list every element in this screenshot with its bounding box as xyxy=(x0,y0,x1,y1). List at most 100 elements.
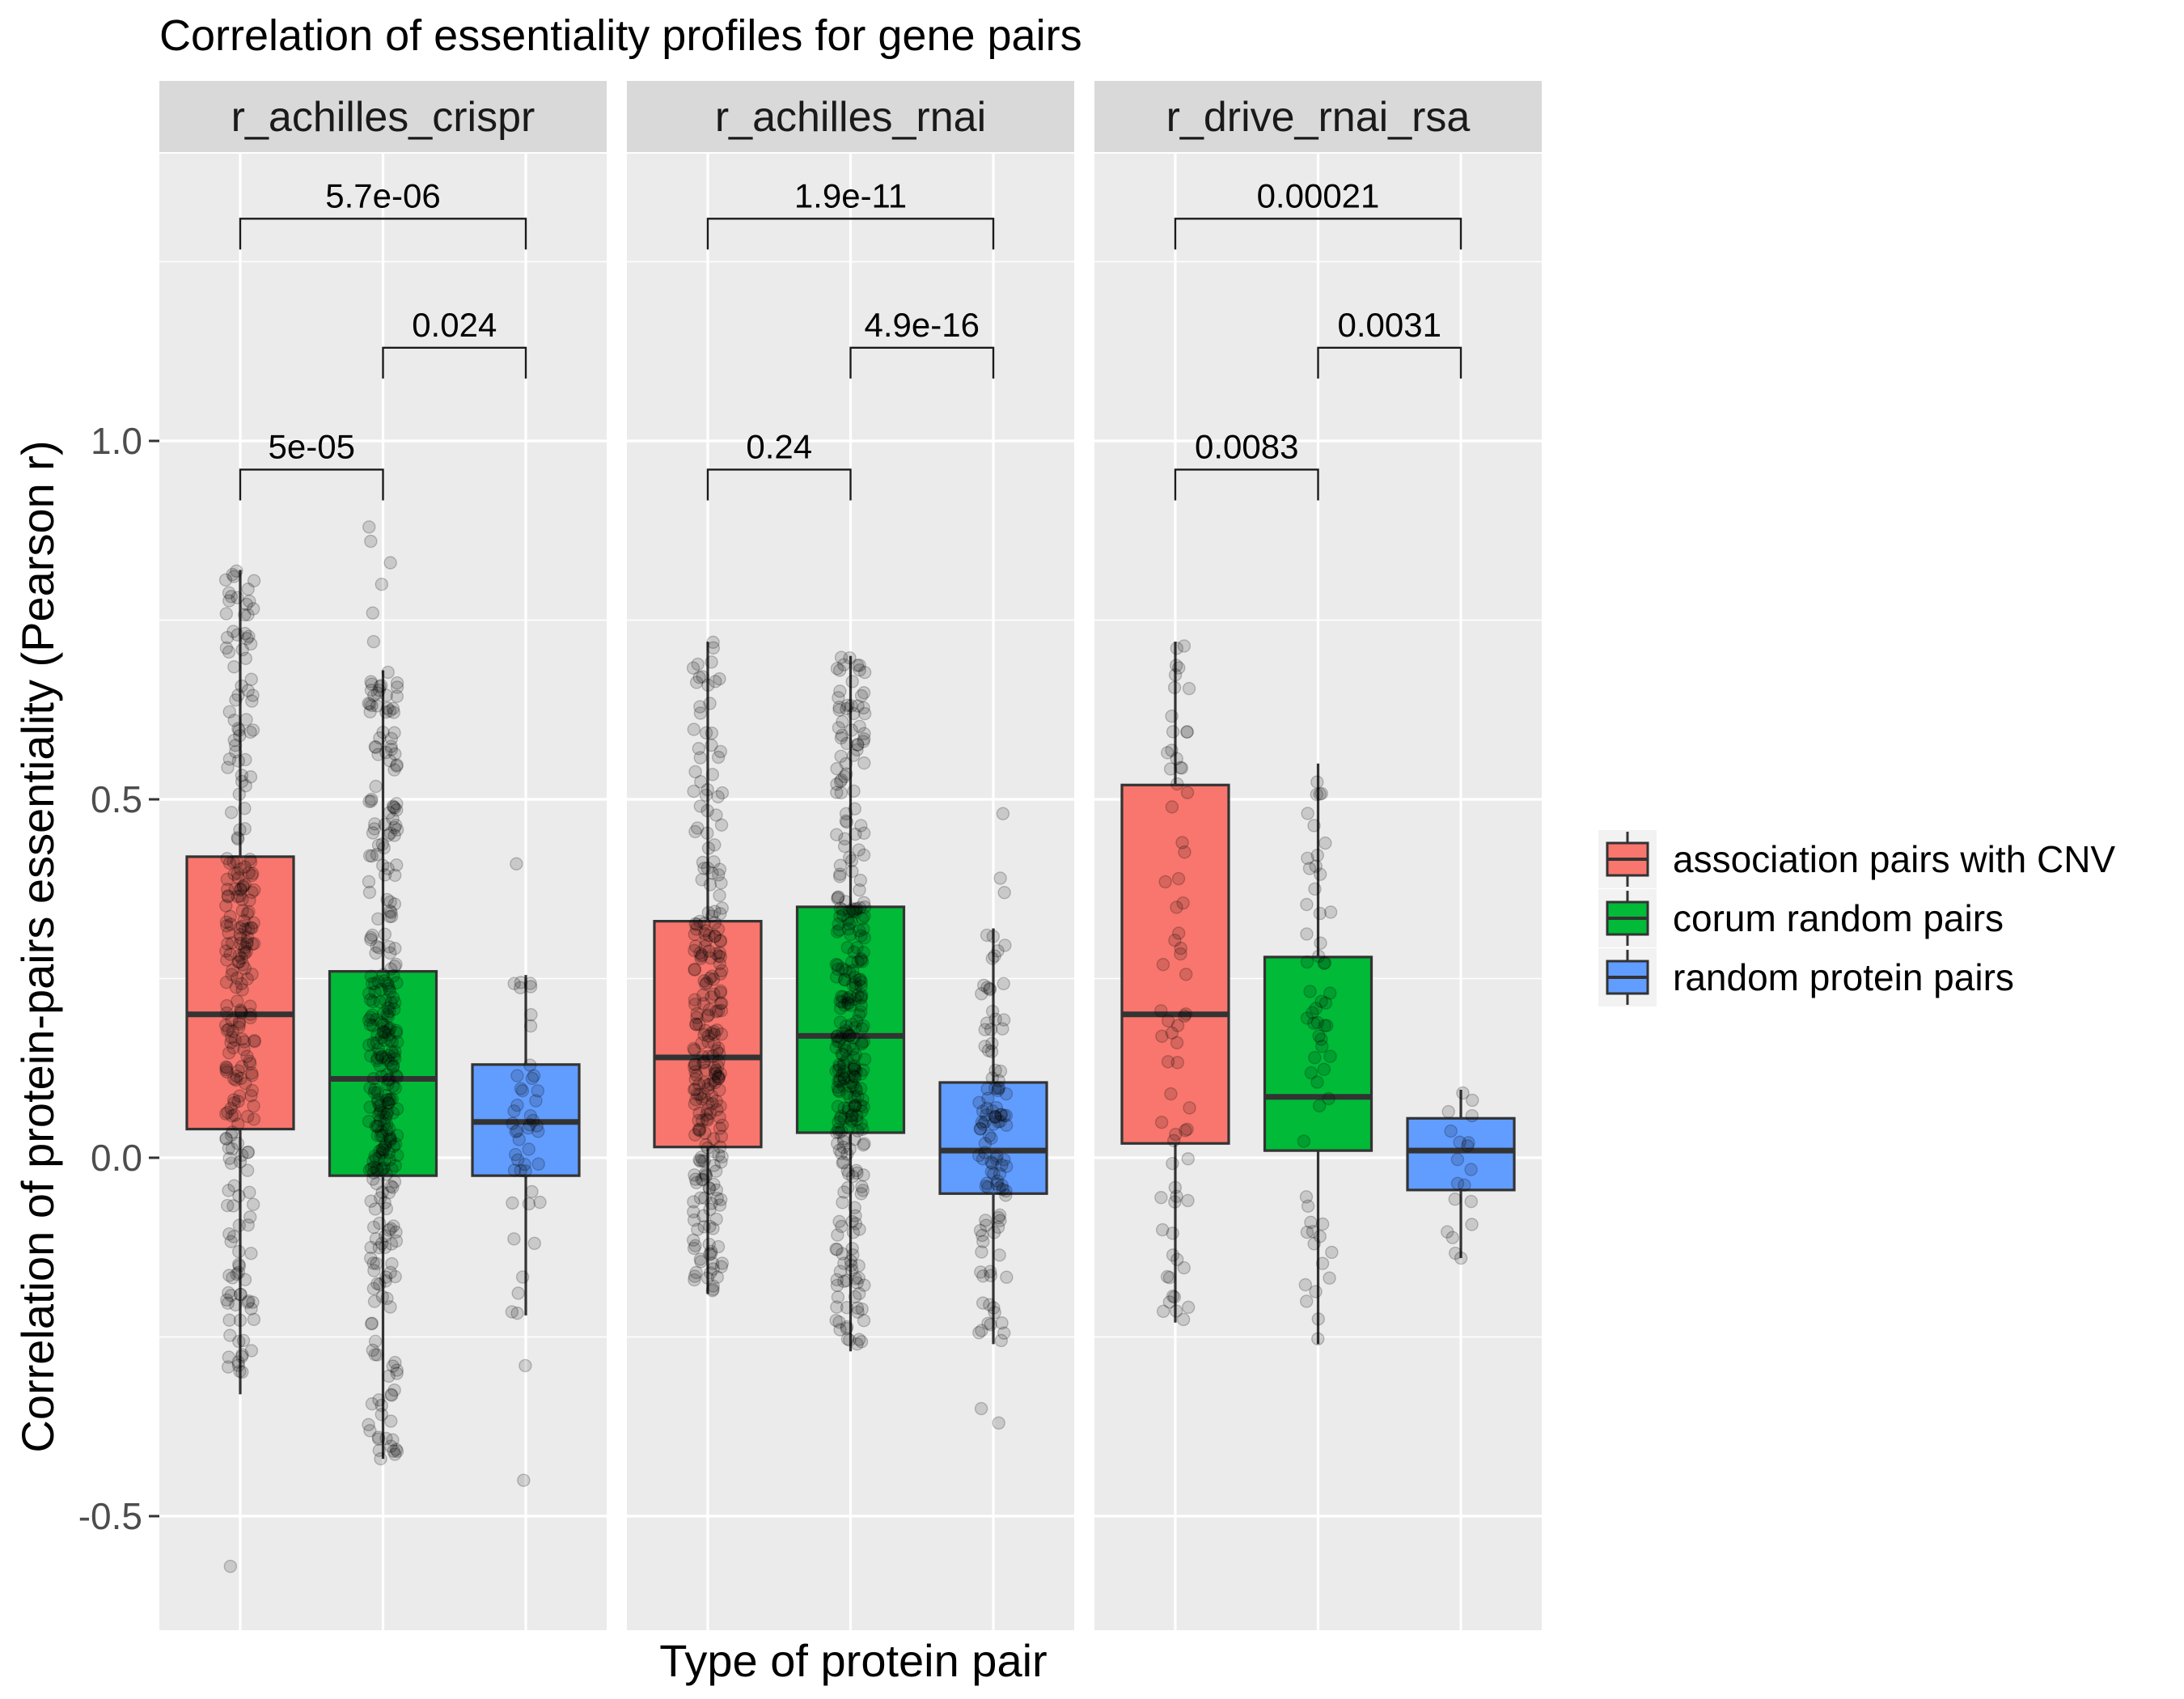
jitter-point xyxy=(997,1108,1011,1123)
jitter-point xyxy=(845,902,860,916)
jitter-point xyxy=(383,946,397,960)
jitter-point xyxy=(857,900,872,914)
jitter-point xyxy=(511,1286,525,1300)
jitter-point xyxy=(832,1060,847,1074)
jitter-point xyxy=(857,826,871,840)
jitter-point xyxy=(381,1073,396,1087)
jitter-point xyxy=(840,1027,854,1040)
jitter-point xyxy=(518,1158,531,1172)
jitter-point xyxy=(236,879,251,892)
jitter-point xyxy=(857,1100,870,1114)
jitter-point xyxy=(693,1087,707,1102)
jitter-point xyxy=(232,723,246,737)
jitter-point xyxy=(706,1074,721,1087)
jitter-point xyxy=(697,1090,711,1104)
significance-bracket xyxy=(1174,468,1319,501)
jitter-point xyxy=(240,907,254,921)
jitter-point xyxy=(1165,1026,1179,1040)
jitter-point xyxy=(1163,762,1178,776)
jitter-point xyxy=(231,1257,246,1272)
jitter-point xyxy=(1465,1108,1479,1123)
jitter-point xyxy=(233,823,247,837)
jitter-point xyxy=(984,1269,998,1282)
jitter-point xyxy=(836,1059,851,1073)
jitter-point xyxy=(715,964,729,978)
jitter-point xyxy=(364,675,378,688)
jitter-point xyxy=(243,1057,257,1070)
jitter-point xyxy=(829,1242,843,1256)
jitter-point xyxy=(831,891,844,905)
jitter-point xyxy=(837,1185,851,1199)
jitter-point xyxy=(220,883,235,896)
jitter-point xyxy=(227,1095,241,1110)
y-axis-label: Correlation of protein-pairs essentialit… xyxy=(12,440,63,1452)
jitter-point xyxy=(1448,1246,1462,1260)
jitter-point xyxy=(837,1131,851,1146)
jitter-point xyxy=(695,873,709,887)
jitter-point xyxy=(849,1081,862,1095)
jitter-point xyxy=(857,909,871,923)
jitter-point xyxy=(1300,955,1314,969)
jitter-point xyxy=(219,944,233,958)
jitter-point xyxy=(854,929,868,943)
jitter-point xyxy=(709,1005,723,1019)
jitter-point xyxy=(1175,761,1189,775)
box-body xyxy=(938,1081,1048,1195)
jitter-point xyxy=(713,1140,727,1154)
jitter-point xyxy=(857,727,871,740)
jitter-point xyxy=(365,1316,379,1330)
x-axis-label: Type of protein pair xyxy=(659,1635,1047,1686)
jitter-point xyxy=(847,706,861,721)
jitter-point xyxy=(241,1218,255,1232)
jitter-point xyxy=(999,1087,1014,1101)
jitter-point xyxy=(997,977,1010,991)
jitter-point xyxy=(382,828,396,842)
jitter-point xyxy=(381,862,395,875)
facet-strip xyxy=(159,81,607,152)
jitter-point xyxy=(989,1152,1003,1166)
jitter-point xyxy=(390,1129,404,1142)
jitter-point xyxy=(1165,800,1179,814)
jitter-point xyxy=(695,1113,709,1128)
jitter-point xyxy=(241,1145,256,1159)
jitter-point xyxy=(688,1097,701,1111)
jitter-point xyxy=(383,1033,397,1047)
jitter-point xyxy=(243,999,257,1013)
jitter-point xyxy=(380,1093,394,1107)
jitter-point xyxy=(830,761,844,776)
jitter-point xyxy=(1170,642,1183,655)
jitter-point xyxy=(237,943,251,958)
jitter-point xyxy=(711,790,725,804)
chart-title: Correlation of essentiality profiles for… xyxy=(159,11,1082,60)
jitter-point xyxy=(390,689,404,703)
jitter-point xyxy=(1322,1091,1335,1106)
jitter-point xyxy=(987,1226,1001,1239)
jitter-point xyxy=(245,1068,259,1083)
jitter-point xyxy=(1323,1271,1336,1285)
jitter-point xyxy=(695,1092,709,1106)
jitter-point xyxy=(999,1184,1013,1198)
jitter-point xyxy=(234,931,248,946)
jitter-point xyxy=(383,909,397,924)
jitter-point xyxy=(705,990,718,1004)
jitter-point xyxy=(1445,1231,1459,1244)
jitter-point xyxy=(706,1282,720,1296)
jitter-point xyxy=(368,1334,383,1349)
jitter-point xyxy=(997,1013,1011,1027)
jitter-point xyxy=(855,1180,869,1193)
jitter-point xyxy=(220,1065,234,1079)
jitter-point xyxy=(857,1053,872,1066)
significance-bracket xyxy=(1317,346,1462,379)
jitter-point xyxy=(689,922,704,936)
jitter-point xyxy=(231,831,245,845)
jitter-point xyxy=(233,1364,247,1379)
jitter-point xyxy=(832,917,845,931)
jitter-point xyxy=(220,919,234,933)
jitter-point xyxy=(382,1049,396,1062)
jitter-point xyxy=(842,1121,856,1134)
jitter-point xyxy=(387,1444,400,1458)
y-tick-label: 0.0 xyxy=(91,1137,142,1179)
jitter-point xyxy=(1441,1225,1454,1239)
jitter-point xyxy=(977,978,991,992)
jitter-point xyxy=(701,1035,715,1049)
